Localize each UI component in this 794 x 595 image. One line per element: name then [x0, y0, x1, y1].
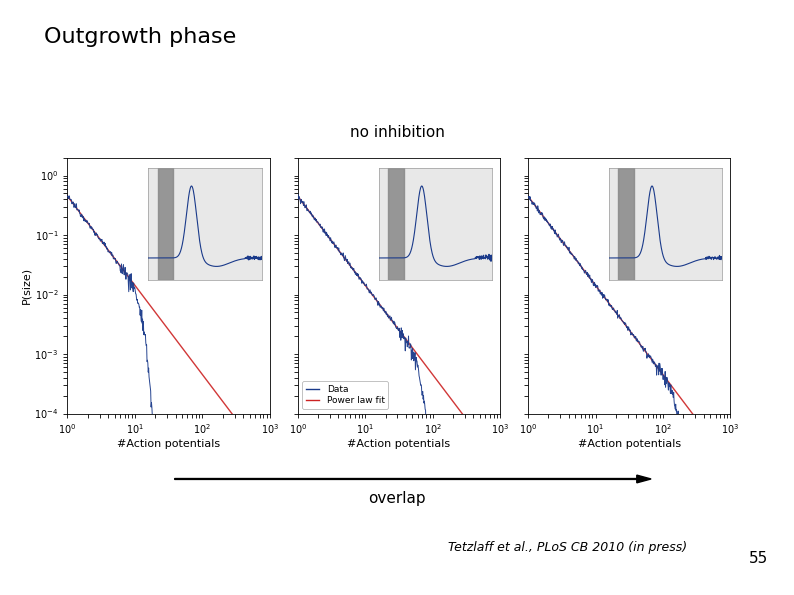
Y-axis label: P(size): P(size) — [21, 267, 32, 304]
Text: no inhibition: no inhibition — [349, 125, 445, 140]
Legend: Data, Power law fit: Data, Power law fit — [303, 381, 388, 409]
Text: overlap: overlap — [368, 491, 426, 506]
X-axis label: #Action potentials: #Action potentials — [578, 439, 680, 449]
X-axis label: #Action potentials: #Action potentials — [348, 439, 450, 449]
Text: 55: 55 — [750, 552, 769, 566]
Text: Tetzlaff et al., PLoS CB 2010 (in press): Tetzlaff et al., PLoS CB 2010 (in press) — [448, 541, 687, 555]
X-axis label: #Action potentials: #Action potentials — [118, 439, 220, 449]
Text: Outgrowth phase: Outgrowth phase — [44, 27, 236, 47]
